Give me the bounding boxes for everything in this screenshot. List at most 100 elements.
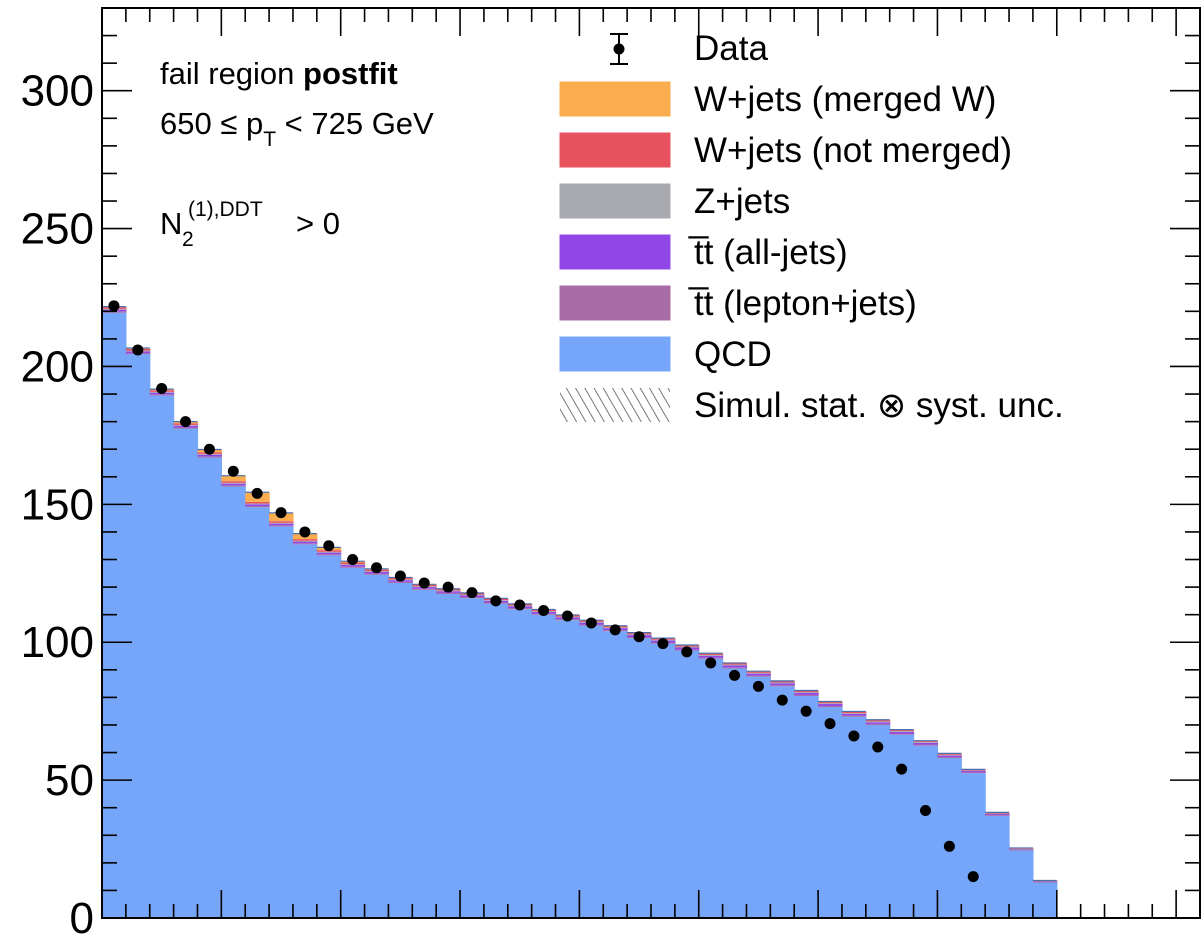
annotation-pt-suffix: < 725 GeV xyxy=(276,106,434,141)
stack-bar-z-jets-26 xyxy=(722,664,748,666)
stack-bar-t-t-all-jets--29 xyxy=(794,692,819,695)
stack-bar-qcd-10 xyxy=(340,567,366,918)
data-point-16 xyxy=(490,595,502,607)
data-points-layer xyxy=(108,300,979,883)
stack-bar-t-t-lepton-jets--29 xyxy=(794,694,819,697)
stack-bar-qcd-9 xyxy=(316,555,342,918)
stack-bar-qcd-36 xyxy=(961,773,986,918)
stack-bar-qcd-16 xyxy=(483,603,509,918)
data-point-27 xyxy=(752,680,764,692)
stack-bar-t-t-lepton-jets--33 xyxy=(889,733,915,735)
data-point-8 xyxy=(299,526,311,538)
data-point-23 xyxy=(657,638,669,650)
annotation-pt-subscript: T xyxy=(263,128,276,151)
stack-bar-z-jets-35 xyxy=(937,754,962,756)
stack-bar-qcd-20 xyxy=(579,625,604,918)
stack-bar-z-jets-38 xyxy=(1009,848,1034,850)
data-point-20 xyxy=(585,617,597,629)
data-point-26 xyxy=(729,669,741,681)
data-point-31 xyxy=(848,730,860,742)
stack-bar-t-t-all-jets--9 xyxy=(316,552,342,555)
stack-bar-t-t-all-jets--32 xyxy=(865,722,891,724)
stack-bar-qcd-27 xyxy=(746,676,771,918)
stack-bar-w-jets-not-merged--6 xyxy=(245,501,270,504)
stack-bar-qcd-3 xyxy=(173,428,199,918)
stack-bar-z-jets-37 xyxy=(985,813,1010,815)
stack-bar-t-t-all-jets--33 xyxy=(889,731,915,734)
data-point-12 xyxy=(394,570,406,582)
stack-bar-z-jets-30 xyxy=(818,703,843,705)
stack-bar-z-jets-5 xyxy=(221,482,246,484)
stack-bar-qcd-4 xyxy=(197,457,222,918)
stack-bar-z-jets-25 xyxy=(698,654,724,656)
data-point-21 xyxy=(609,624,621,636)
data-point-34 xyxy=(920,804,931,816)
legend-swatch-w-jets-merged-w- xyxy=(559,81,671,117)
stack-bar-t-t-lepton-jets--38 xyxy=(1009,849,1034,851)
stack-bar-t-t-lepton-jets--32 xyxy=(865,723,891,725)
stack-bar-t-t-lepton-jets--7 xyxy=(269,525,294,527)
stack-bar-qcd-35 xyxy=(937,758,962,918)
data-point-3 xyxy=(180,416,192,428)
stack-bar-qcd-1 xyxy=(125,354,151,918)
stack-bar-qcd-18 xyxy=(531,614,557,918)
legend-swatch-z-jets xyxy=(559,183,671,219)
stack-bar-t-t-all-jets--36 xyxy=(961,771,986,773)
stack-bar-w-jets-not-merged--28 xyxy=(770,681,795,683)
data-point-24 xyxy=(681,646,693,658)
data-point-36 xyxy=(967,871,979,883)
stack-bar-t-t-all-jets--4 xyxy=(197,454,222,457)
annotation-tagger-cut: > 0 xyxy=(296,206,340,241)
plot-annotation: fail region postfit 650 ≤ pT < 725 GeV N… xyxy=(160,56,434,251)
y-tick-label-200: 200 xyxy=(21,342,94,391)
stack-bar-w-jets-not-merged--25 xyxy=(698,653,724,655)
data-point-11 xyxy=(371,562,382,574)
data-point-0 xyxy=(108,300,120,312)
legend-swatch-w-jets-not-merged- xyxy=(559,132,671,168)
stack-bar-w-jets-not-merged--37 xyxy=(985,812,1010,814)
legend-swatch-t-t-lepton-jets- xyxy=(559,285,671,321)
stack-bar-t-t-lepton-jets--4 xyxy=(197,456,222,458)
stack-bar-qcd-14 xyxy=(436,593,461,918)
legend-label-z-jets: Z+jets xyxy=(694,182,790,221)
legend-data-marker xyxy=(613,43,625,55)
data-point-14 xyxy=(442,581,454,593)
annotation-pt-range: 650 ≤ pT < 725 GeV xyxy=(160,106,434,151)
stack-bar-qcd-31 xyxy=(841,716,867,918)
stack-bar-z-jets-31 xyxy=(841,713,867,714)
stack-bar-z-jets-36 xyxy=(961,770,986,772)
legend-swatch-t-t-all-jets- xyxy=(559,234,671,270)
stack-bar-qcd-11 xyxy=(364,574,390,918)
stack-bar-qcd-8 xyxy=(292,544,318,918)
data-point-15 xyxy=(466,587,478,599)
stack-bar-w-jets-not-merged--8 xyxy=(292,539,318,541)
stack-bar-qcd-19 xyxy=(555,620,580,918)
stack-bar-qcd-29 xyxy=(794,696,819,918)
stack-bar-t-t-all-jets--27 xyxy=(746,673,771,676)
stack-bar-t-t-lepton-jets--30 xyxy=(818,705,843,708)
data-point-2 xyxy=(156,383,168,395)
stack-bar-w-jets-not-merged--26 xyxy=(722,663,748,665)
stack-bar-w-jets-not-merged--32 xyxy=(865,720,891,722)
stack-bar-qcd-15 xyxy=(460,598,485,918)
data-point-13 xyxy=(418,577,430,589)
stack-bar-z-jets-8 xyxy=(292,540,318,542)
stack-bar-t-t-lepton-jets--2 xyxy=(149,394,175,396)
data-point-10 xyxy=(347,554,359,566)
data-point-9 xyxy=(323,540,335,552)
stack-bar-qcd-32 xyxy=(865,724,891,918)
annotation-tagger-sup: (1),DDT xyxy=(188,198,263,221)
stack-bar-qcd-37 xyxy=(985,815,1010,918)
legend-label-w-jets-merged-w-: W+jets (merged W) xyxy=(694,80,996,119)
stack-bar-t-t-lepton-jets--12 xyxy=(388,581,413,583)
stack-bar-qcd-34 xyxy=(913,745,939,918)
stack-bar-z-jets-34 xyxy=(913,742,939,743)
data-point-18 xyxy=(538,605,550,617)
stack-bar-w-jets-not-merged--33 xyxy=(889,729,915,732)
data-point-19 xyxy=(561,610,573,622)
stack-bar-w-jets-not-merged--29 xyxy=(794,690,819,693)
stack-bar-t-t-all-jets--8 xyxy=(292,541,318,544)
stack-bar-qcd-28 xyxy=(770,686,795,918)
stack-bar-z-jets-27 xyxy=(746,672,771,674)
